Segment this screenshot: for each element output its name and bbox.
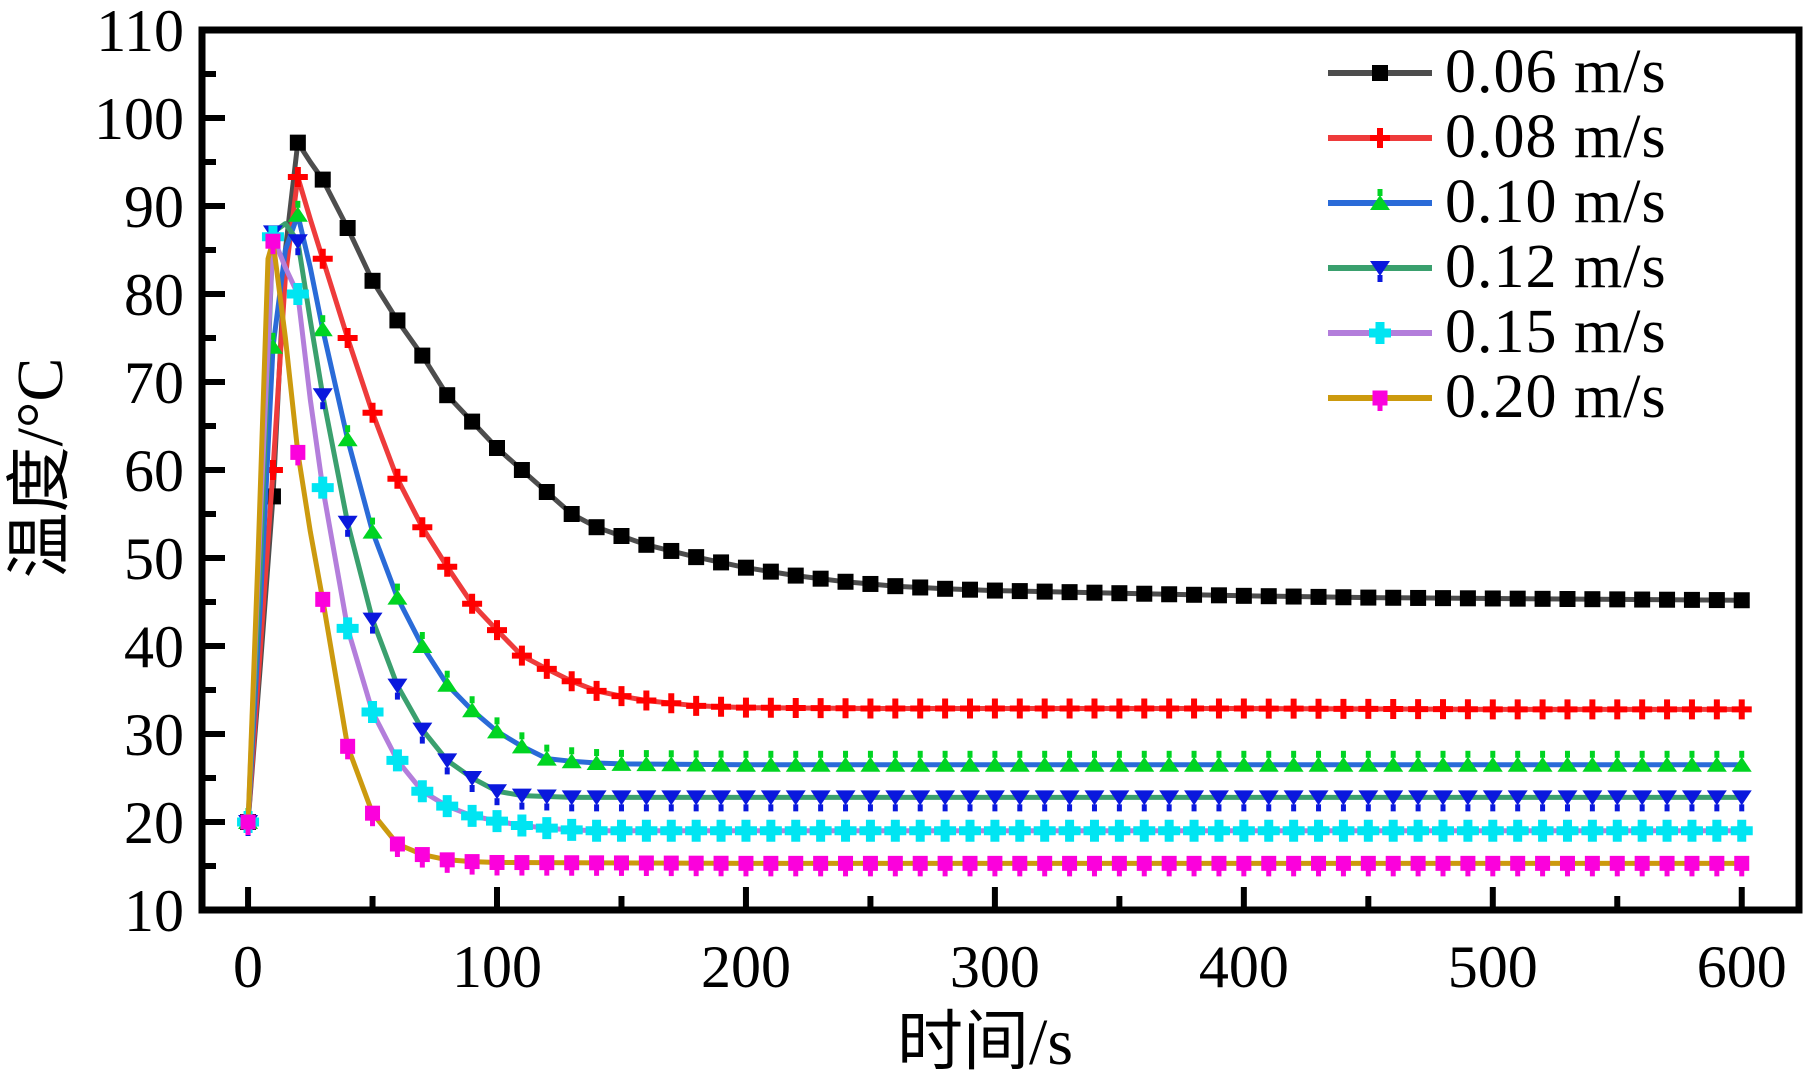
legend-label-010: 0.10 m/s [1445, 168, 1667, 236]
svg-text:200: 200 [701, 934, 791, 1000]
svg-text:300: 300 [950, 934, 1040, 1000]
legend-label-006: 0.06 m/s [1445, 38, 1667, 106]
legend-label-012: 0.12 m/s [1445, 233, 1667, 301]
legend-label-020: 0.20 m/s [1445, 363, 1667, 431]
legend-swatch-012 [1328, 260, 1432, 282]
legend-item-010: 0.10 m/s [1328, 168, 1667, 236]
svg-text:0: 0 [233, 934, 263, 1000]
legend-swatch-020 [1328, 390, 1432, 411]
legend-item-008: 0.08 m/s [1328, 103, 1667, 171]
legend-swatch-006 [1328, 64, 1432, 81]
svg-text:90: 90 [124, 174, 184, 240]
svg-text:10: 10 [124, 878, 184, 944]
svg-text:110: 110 [96, 0, 184, 64]
legend-item-006: 0.06 m/s [1328, 38, 1667, 106]
svg-text:500: 500 [1448, 934, 1538, 1000]
legend-item-020: 0.20 m/s [1328, 363, 1667, 431]
svg-text:70: 70 [124, 350, 184, 416]
svg-text:50: 50 [124, 526, 184, 592]
x-axis-label: 时间/s [896, 1006, 1074, 1079]
legend-item-015: 0.15 m/s [1328, 298, 1667, 366]
svg-text:100: 100 [94, 86, 184, 152]
svg-text:80: 80 [124, 262, 184, 328]
legend-label-008: 0.08 m/s [1445, 103, 1667, 171]
y-axis-label: 温度/°C [4, 357, 77, 579]
legend: 0.06 m/s 0.08 m/s 0.10 m/s 0.12 m/s 0.15… [1328, 38, 1667, 431]
legend-item-012: 0.12 m/s [1328, 233, 1667, 301]
svg-text:40: 40 [124, 614, 184, 680]
svg-text:60: 60 [124, 438, 184, 504]
svg-text:400: 400 [1199, 934, 1289, 1000]
legend-label-015: 0.15 m/s [1445, 298, 1667, 366]
svg-text:20: 20 [124, 790, 184, 856]
legend-swatch-010 [1328, 188, 1432, 210]
legend-swatch-015 [1328, 321, 1432, 344]
svg-text:30: 30 [124, 702, 184, 768]
legend-swatch-008 [1328, 127, 1432, 148]
svg-text:600: 600 [1697, 934, 1787, 1000]
svg-text:100: 100 [452, 934, 542, 1000]
